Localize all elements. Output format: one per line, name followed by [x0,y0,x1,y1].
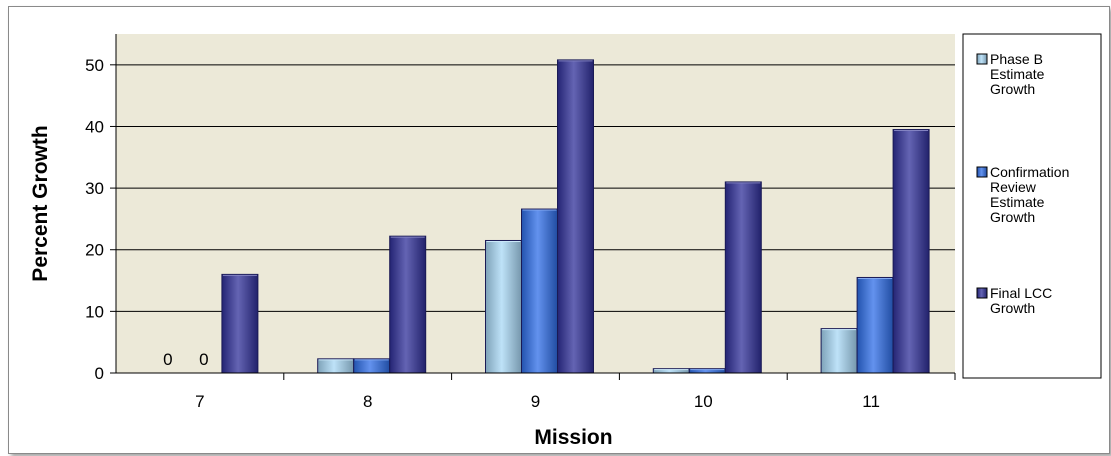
x-tick-label: 7 [195,392,204,411]
x-axis-title: Mission [534,426,612,449]
legend-swatch [976,53,988,65]
chart-frame: 0 10 20 30 40 50 7 8 9 10 11 0 0 Percent Growth Mis… [8,6,1110,454]
bar [389,235,427,374]
bar-chart: 0 10 20 30 40 50 7 8 9 10 11 0 0 Percent Growth Mis… [29,33,1102,449]
bar [856,276,894,374]
y-tick-label: 30 [85,179,104,198]
legend-entry-text: Review [990,179,1037,195]
x-tick-label: 10 [694,392,713,411]
bar [724,181,762,374]
legend-entry-text: Confirmation [990,164,1069,180]
bar [557,59,594,374]
legend: Phase BEstimateGrowthConfirmationReviewE… [962,33,1102,379]
x-tick-label: 11 [862,392,880,411]
bar [485,239,522,374]
legend-swatch [976,287,988,299]
y-tick-label: 0 [95,364,104,383]
data-label: 0 [199,350,208,369]
bar [521,208,558,374]
legend-entry-text: Estimate [990,66,1045,82]
legend-entry-text: Final LCC [990,285,1052,301]
legend-entry-text: Growth [990,300,1035,316]
bar [221,273,259,374]
bar [892,129,930,374]
y-tick-label: 10 [85,302,104,321]
bar [317,358,355,374]
bar [820,328,858,374]
y-tick-label: 50 [85,56,104,75]
y-axis-title: Percent Growth [29,125,52,281]
legend-swatch [976,166,988,178]
legend-entry-text: Estimate [990,194,1045,210]
legend-entry-text: Growth [990,209,1035,225]
data-label: 0 [163,350,172,369]
legend-entry-text: Growth [990,81,1035,97]
x-tick-label: 8 [363,392,372,411]
x-tick-label: 9 [531,392,540,411]
legend-entry-text: Phase B [990,51,1043,67]
bar [353,358,391,374]
y-tick-label: 40 [85,117,104,136]
y-tick-label: 20 [85,241,104,260]
